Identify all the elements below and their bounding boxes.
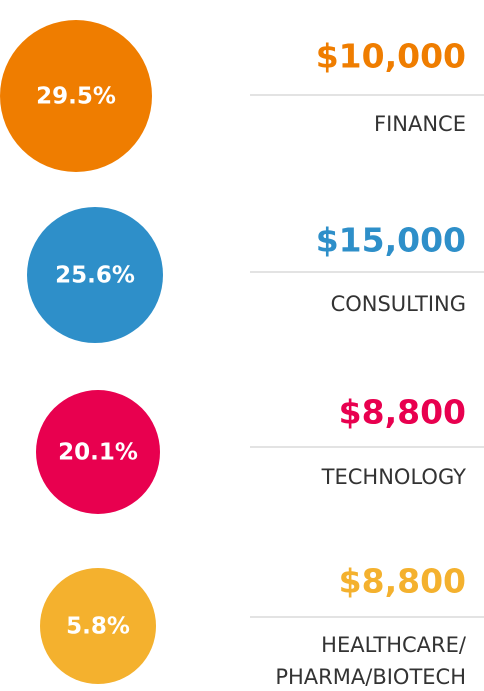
percent-label: 29.5% — [36, 84, 116, 110]
percent-label: 5.8% — [66, 614, 130, 640]
category-label: PHARMA/BIOTECH — [275, 665, 466, 689]
category-label: HEALTHCARE/ — [321, 633, 467, 657]
amount-label: $10,000 — [316, 37, 466, 76]
percent-label: 25.6% — [55, 263, 135, 289]
category-label: CONSULTING — [331, 292, 466, 316]
percent-circle — [36, 390, 160, 514]
amount-label: $8,800 — [339, 562, 466, 601]
category-label: TECHNOLOGY — [321, 465, 466, 489]
amount-label: $15,000 — [316, 221, 466, 260]
category-label: FINANCE — [374, 112, 466, 136]
amount-label: $8,800 — [339, 393, 466, 432]
percent-label: 20.1% — [58, 440, 138, 466]
percent-circle — [0, 20, 152, 172]
percent-circle — [27, 207, 163, 343]
percent-circle — [40, 568, 156, 684]
